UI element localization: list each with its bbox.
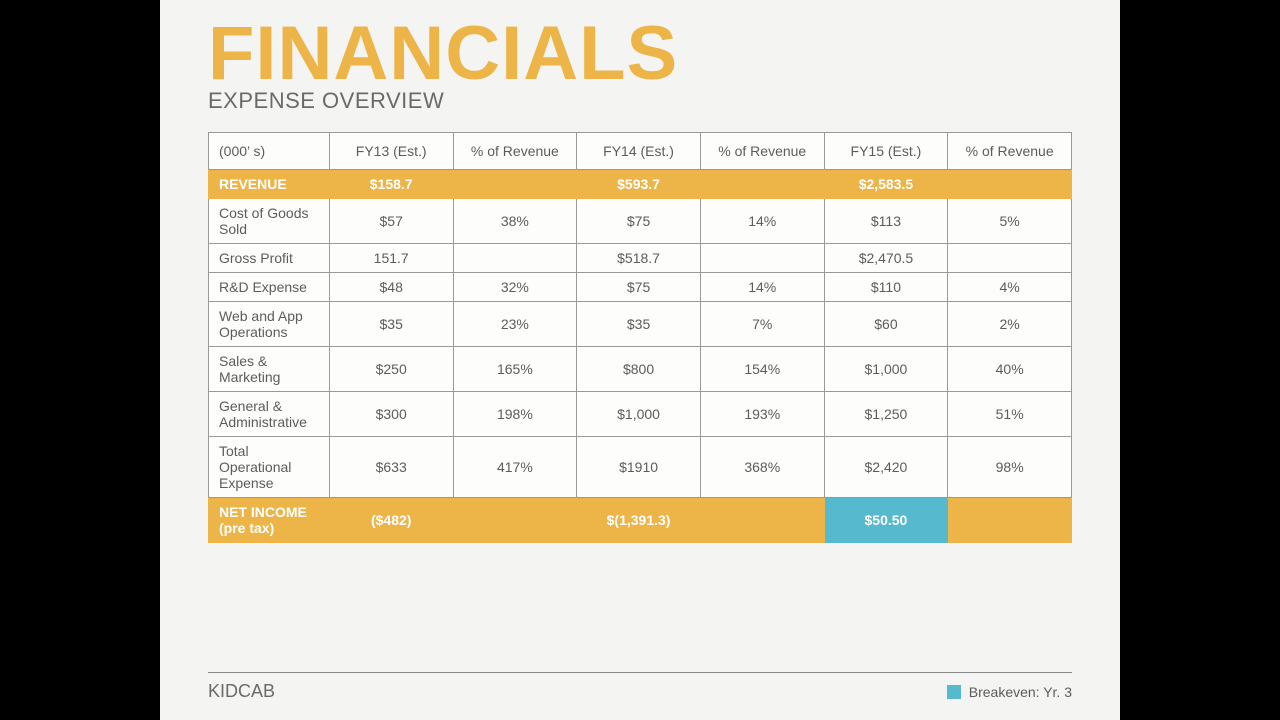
col-header: (000’ s)	[209, 133, 330, 170]
cell	[948, 170, 1072, 199]
table-row: Web and App Operations$3523%$357%$602%	[209, 302, 1072, 347]
table-body: REVENUE$158.7$593.7$2,583.5Cost of Goods…	[209, 170, 1072, 543]
row-label: REVENUE	[209, 170, 330, 199]
cell: 40%	[948, 347, 1072, 392]
cell	[948, 498, 1072, 543]
cell: 193%	[700, 392, 824, 437]
row-label: R&D Expense	[209, 273, 330, 302]
cell	[700, 170, 824, 199]
cell: $48	[329, 273, 453, 302]
cell: $800	[577, 347, 701, 392]
cell: $35	[329, 302, 453, 347]
cell: 368%	[700, 437, 824, 498]
cell	[453, 498, 577, 543]
cell: 32%	[453, 273, 577, 302]
col-header: FY13 (Est.)	[329, 133, 453, 170]
row-label: Cost of Goods Sold	[209, 199, 330, 244]
table-row: Sales & Marketing$250165%$800154%$1,0004…	[209, 347, 1072, 392]
cell: 14%	[700, 199, 824, 244]
cell: $75	[577, 199, 701, 244]
cell	[453, 244, 577, 273]
table-row: REVENUE$158.7 $593.7 $2,583.5	[209, 170, 1072, 199]
cell: $75	[577, 273, 701, 302]
cell: 38%	[453, 199, 577, 244]
legend: Breakeven: Yr. 3	[947, 684, 1072, 700]
cell: $1,250	[824, 392, 948, 437]
cell	[948, 244, 1072, 273]
cell: ($482)	[329, 498, 453, 543]
col-header: % of Revenue	[700, 133, 824, 170]
cell: $1,000	[577, 392, 701, 437]
row-label: Gross Profit	[209, 244, 330, 273]
cell: $1910	[577, 437, 701, 498]
cell: $2,470.5	[824, 244, 948, 273]
table-row: General & Administrative$300198%$1,00019…	[209, 392, 1072, 437]
col-header: % of Revenue	[453, 133, 577, 170]
footer: KIDCAB Breakeven: Yr. 3	[208, 672, 1072, 702]
cell: $250	[329, 347, 453, 392]
financials-table: (000’ s) FY13 (Est.) % of Revenue FY14 (…	[208, 132, 1072, 543]
cell: $50.50	[824, 498, 948, 543]
cell: $110	[824, 273, 948, 302]
cell: $57	[329, 199, 453, 244]
cell: 23%	[453, 302, 577, 347]
col-header: FY15 (Est.)	[824, 133, 948, 170]
brand-label: KIDCAB	[208, 681, 275, 702]
table-row: Total Operational Expense$633417%$191036…	[209, 437, 1072, 498]
cell: $2,583.5	[824, 170, 948, 199]
legend-label: Breakeven: Yr. 3	[969, 684, 1072, 700]
cell: $300	[329, 392, 453, 437]
table-row: Cost of Goods Sold$5738%$7514%$1135%	[209, 199, 1072, 244]
cell: 7%	[700, 302, 824, 347]
table-row: NET INCOME (pre tax)($482) $(1,391.3) $50.…	[209, 498, 1072, 543]
cell: $35	[577, 302, 701, 347]
cell: $(1,391.3)	[577, 498, 701, 543]
cell: 14%	[700, 273, 824, 302]
slide: FINANCIALS EXPENSE OVERVIEW (000’ s) FY1…	[160, 0, 1120, 720]
table-row: Gross Profit151.7 $518.7 $2,470.5	[209, 244, 1072, 273]
row-label: Total Operational Expense	[209, 437, 330, 498]
cell: 2%	[948, 302, 1072, 347]
col-header: FY14 (Est.)	[577, 133, 701, 170]
cell: $633	[329, 437, 453, 498]
cell: 4%	[948, 273, 1072, 302]
col-header: % of Revenue	[948, 133, 1072, 170]
page-title: FINANCIALS	[208, 18, 1072, 90]
row-label: Sales & Marketing	[209, 347, 330, 392]
cell: $158.7	[329, 170, 453, 199]
cell: 417%	[453, 437, 577, 498]
legend-swatch	[947, 685, 961, 699]
row-label: NET INCOME (pre tax)	[209, 498, 330, 543]
cell	[700, 498, 824, 543]
cell: $113	[824, 199, 948, 244]
cell: $593.7	[577, 170, 701, 199]
cell: $1,000	[824, 347, 948, 392]
cell: 165%	[453, 347, 577, 392]
cell: 154%	[700, 347, 824, 392]
cell: $60	[824, 302, 948, 347]
row-label: General & Administrative	[209, 392, 330, 437]
cell: 98%	[948, 437, 1072, 498]
row-label: Web and App Operations	[209, 302, 330, 347]
table-row: R&D Expense$4832%$7514%$1104%	[209, 273, 1072, 302]
cell: $2,420	[824, 437, 948, 498]
cell	[453, 170, 577, 199]
cell: 198%	[453, 392, 577, 437]
cell: 151.7	[329, 244, 453, 273]
cell: $518.7	[577, 244, 701, 273]
cell: 5%	[948, 199, 1072, 244]
cell: 51%	[948, 392, 1072, 437]
cell	[700, 244, 824, 273]
table-head: (000’ s) FY13 (Est.) % of Revenue FY14 (…	[209, 133, 1072, 170]
